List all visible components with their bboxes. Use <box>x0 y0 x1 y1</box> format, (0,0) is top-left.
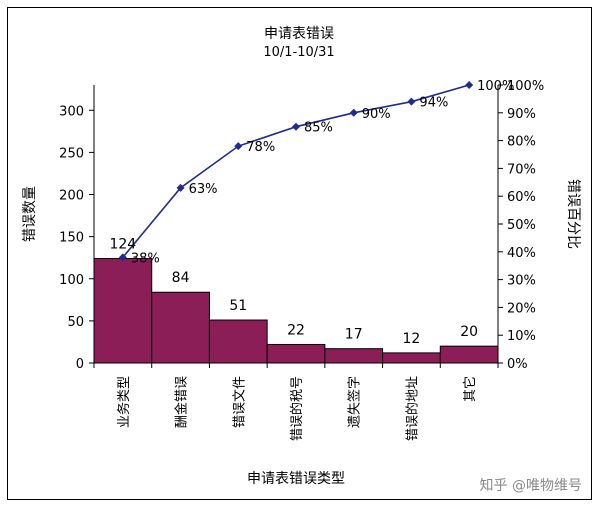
cumulative-label: 94% <box>419 96 448 111</box>
y2-tick-label: 80% <box>507 135 536 150</box>
y2-tick-label: 50% <box>507 218 536 233</box>
bar <box>382 352 441 364</box>
x-tick-label: 错误的税号 <box>289 376 305 441</box>
bar <box>93 258 153 364</box>
cumulative-marker <box>292 122 300 131</box>
cumulative-line <box>122 84 470 258</box>
bar-value-label: 12 <box>403 331 421 347</box>
cumulative-label: 78% <box>246 140 275 155</box>
x-tick-label: 遗失签字 <box>347 376 363 428</box>
bar <box>266 343 326 364</box>
y2-tick-label: 100% <box>507 79 544 94</box>
cumulative-marker <box>176 183 185 192</box>
y2-tick-label: 20% <box>507 301 536 316</box>
bar <box>324 348 384 364</box>
cumulative-label: 100% <box>477 79 514 94</box>
y2-axis-title: 错误百分比 <box>565 179 581 249</box>
y-axis-title: 错误数量 <box>22 186 38 242</box>
cumulative-marker <box>465 81 474 89</box>
y2-tick-label: 70% <box>507 162 536 177</box>
y-tick-label: 150 <box>59 231 84 246</box>
cumulative-marker <box>349 108 358 117</box>
cumulative-marker <box>118 253 127 262</box>
cumulative-marker <box>234 142 243 151</box>
bar-value-label: 124 <box>109 237 136 253</box>
x-tick-label: 酬金错误 <box>174 376 190 428</box>
y2-tick-label: 10% <box>507 329 536 344</box>
y-tick-label: 250 <box>59 146 84 161</box>
bar <box>151 291 210 364</box>
y2-tick-label: 40% <box>507 246 536 261</box>
y2-tick-label: 60% <box>507 190 536 205</box>
x-tick-label: 其它 <box>462 376 478 402</box>
chart-title: 申请表错误 <box>264 26 334 42</box>
cumulative-label: 63% <box>189 182 218 197</box>
y-tick-label: 200 <box>59 189 84 204</box>
cumulative-label: 90% <box>362 107 391 122</box>
y2-tick-label: 90% <box>507 107 536 122</box>
bar-value-label: 20 <box>460 324 478 340</box>
bar-value-label: 17 <box>345 327 363 343</box>
cumulative-label: 38% <box>131 251 160 266</box>
y-tick-label: 300 <box>59 104 84 119</box>
x-tick-label: 错误的地址 <box>404 376 420 441</box>
bar <box>208 319 268 364</box>
y-tick-label: 0 <box>76 357 84 372</box>
bar-value-label: 22 <box>287 322 305 338</box>
bar <box>439 345 499 364</box>
chart-frame: 申请表错误 10/1-10/31 0 50 100 150 200 250 300 0% 10% 20… <box>7 7 592 500</box>
cumulative-marker <box>407 97 416 106</box>
bar-value-label: 84 <box>172 270 190 286</box>
cumulative-label: 85% <box>304 121 333 136</box>
y-tick-label: 100 <box>59 273 84 288</box>
y-tick-label: 50 <box>67 315 84 330</box>
chart-subtitle: 10/1-10/31 <box>263 45 334 60</box>
y2-tick-label: 30% <box>507 274 536 289</box>
x-tick-label: 错误文件 <box>232 376 247 428</box>
y2-tick-label: 0% <box>507 357 528 372</box>
x-tick-label: 业务类型 <box>116 376 132 428</box>
pareto-chart: 申请表错误 10/1-10/31 0 50 100 150 200 250 300 0% 10% 20… <box>22 26 581 487</box>
watermark: 知乎 @唯物维号 <box>479 478 582 494</box>
x-axis-title: 申请表错误类型 <box>247 471 345 487</box>
bar-value-label: 51 <box>229 298 247 314</box>
